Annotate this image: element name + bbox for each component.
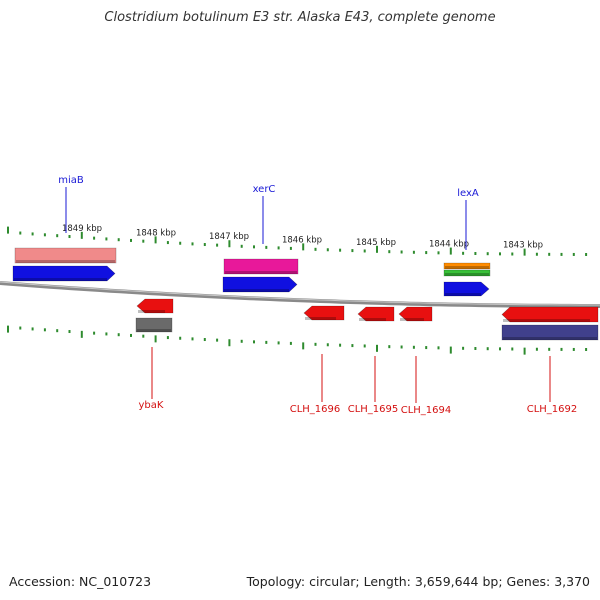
gene-miab-arrow-shade bbox=[14, 278, 107, 281]
gene-lexa-bar-1[interactable] bbox=[443, 262, 491, 270]
gene-xerc-bar-1[interactable] bbox=[223, 258, 299, 275]
gene-label-miab[interactable]: miaB bbox=[58, 175, 84, 186]
gene-clh1692-arrow-shade bbox=[503, 319, 590, 322]
gene-ybak-bar[interactable] bbox=[135, 317, 173, 333]
ruler-label: 1843 kbp bbox=[503, 241, 543, 251]
gene-clh1692-bar-shade bbox=[503, 337, 597, 340]
accession-text: Accession: NC_010723 bbox=[9, 574, 152, 589]
gene-ybak-bar-shade bbox=[137, 329, 171, 332]
gene-lexa-arrow[interactable] bbox=[443, 281, 490, 297]
gene-xerc-arrow[interactable] bbox=[222, 276, 298, 293]
ruler-label: 1845 kbp bbox=[356, 238, 396, 248]
ruler-label: 1846 kbp bbox=[282, 235, 322, 245]
gene-label-clh1695[interactable]: CLH_1695 bbox=[348, 404, 399, 415]
gene-label-clh1696[interactable]: CLH_1696 bbox=[290, 404, 341, 415]
ruler-label: 1849 kbp bbox=[62, 224, 102, 234]
gene-clh1695-arrow-shade bbox=[359, 318, 386, 321]
gene-label-clh1692[interactable]: CLH_1692 bbox=[527, 404, 578, 415]
gene-lexa-arrow-shade bbox=[445, 293, 481, 296]
genome-title: Clostridium botulinum E3 str. Alaska E43… bbox=[104, 10, 496, 25]
topology-text: Topology: circular; Length: 3,659,644 bp… bbox=[246, 574, 590, 589]
gene-label-clh1694[interactable]: CLH_1694 bbox=[401, 405, 452, 416]
gene-ybak-arrow[interactable] bbox=[136, 298, 174, 314]
gene-clh1695-arrow[interactable] bbox=[357, 306, 395, 322]
gene-clh1694-arrow-shade bbox=[400, 318, 424, 321]
gene-miab-bar-1-shade bbox=[16, 260, 115, 263]
gene-label-xerc[interactable]: xerC bbox=[253, 184, 276, 195]
gene-xerc-arrow-shade bbox=[224, 289, 289, 292]
gene-lexa-bar-1-shade bbox=[445, 266, 489, 269]
gene-xerc-bar-1-shade bbox=[225, 271, 297, 274]
gene-clh1696-arrow-shade bbox=[305, 317, 336, 320]
gene-label-lexa[interactable]: lexA bbox=[457, 188, 479, 199]
gene-clh1692-bar[interactable] bbox=[501, 324, 599, 341]
gene-miab-bar-1[interactable] bbox=[14, 247, 117, 264]
ruler-label: 1844 kbp bbox=[429, 240, 469, 250]
gene-clh1696-arrow[interactable] bbox=[303, 305, 345, 321]
genome-backbone-highlight bbox=[0, 281, 600, 306]
genome-backbone bbox=[0, 281, 600, 308]
gene-miab-arrow[interactable] bbox=[12, 265, 116, 282]
gene-ybak-arrow-shade bbox=[138, 310, 165, 313]
gene-clh1694-arrow[interactable] bbox=[398, 306, 433, 322]
gene-lexa-bar-2[interactable] bbox=[443, 269, 491, 277]
gene-lexa-bar-2-shade bbox=[445, 273, 489, 276]
ruler-label: 1848 kbp bbox=[136, 228, 176, 238]
ruler-label: 1847 kbp bbox=[209, 232, 249, 242]
gene-label-ybak[interactable]: ybaK bbox=[139, 400, 164, 411]
gene-clh1692-arrow[interactable] bbox=[501, 306, 599, 323]
